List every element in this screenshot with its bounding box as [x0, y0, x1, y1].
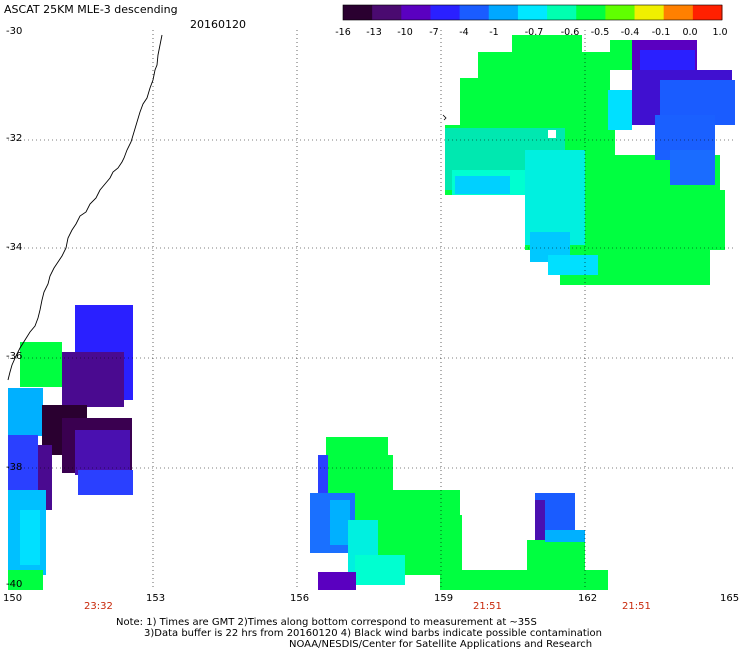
note-line-3: NOAA/NESDIS/Center for Satellite Applica… — [289, 639, 593, 650]
swath-west — [8, 305, 133, 590]
coastline — [7, 34, 163, 381]
colorbar-swatch — [692, 5, 723, 20]
colorbar-border — [342, 4, 723, 21]
cbar-label: -13 — [366, 27, 382, 38]
map-date: 20160120 — [190, 18, 246, 31]
time-label: 21:51 — [622, 601, 651, 612]
colorbar-swatch — [576, 5, 606, 20]
cbar-label: -10 — [397, 27, 413, 38]
lon-label: 150 — [3, 593, 23, 604]
swath-south — [310, 437, 608, 590]
lon-label: 165 — [720, 593, 740, 604]
lat-label: -38 — [6, 462, 23, 473]
colorbar-swatch — [401, 5, 431, 20]
cbar-label: -0.4 — [620, 27, 640, 38]
lat-label: -36 — [6, 351, 23, 362]
lat-label: -34 — [6, 242, 23, 253]
colorbar-swatch — [605, 5, 636, 20]
cbar-label: -0.7 — [524, 27, 544, 38]
lon-label: 156 — [290, 593, 310, 604]
cbar-label: -16 — [335, 27, 351, 38]
colorbar-swatch — [517, 5, 548, 20]
colorbar-swatch — [547, 5, 577, 20]
time-label: 21:51 — [473, 601, 502, 612]
map-title: ASCAT 25KM MLE-3 descending — [4, 3, 178, 16]
cbar-label: -0.5 — [590, 27, 610, 38]
cbar-label: -7 — [429, 27, 439, 38]
lat-label: -32 — [6, 133, 23, 144]
colorbar-swatch — [634, 5, 665, 20]
swath-northeast — [445, 35, 735, 285]
lon-label: 153 — [146, 593, 166, 604]
cbar-label: -1 — [489, 27, 499, 38]
lon-label: 162 — [578, 593, 598, 604]
cbar-label: 0.0 — [682, 27, 698, 38]
time-label: 23:32 — [84, 601, 113, 612]
cbar-label: -0.6 — [560, 27, 580, 38]
lat-label: -30 — [6, 26, 23, 37]
lon-label: 159 — [434, 593, 454, 604]
note-line-1: Note: 1) Times are GMT 2)Times along bot… — [116, 617, 537, 628]
cbar-label: 1.0 — [712, 27, 728, 38]
colorbar-swatch — [430, 5, 461, 20]
note-line-2: 3)Data buffer is 22 hrs from 20160120 4)… — [144, 628, 602, 639]
data-swaths — [8, 35, 735, 590]
colorbar-swatch — [372, 5, 402, 20]
colorbar — [342, 4, 723, 21]
colorbar-swatch — [343, 5, 373, 20]
grid-lines — [8, 30, 735, 590]
colorbar-swatch — [663, 5, 694, 20]
lat-label: -40 — [6, 579, 23, 590]
colorbar-swatch — [459, 5, 490, 20]
cbar-label: -0.1 — [651, 27, 671, 38]
cbar-label: -4 — [459, 27, 469, 38]
colorbar-swatch — [488, 5, 519, 20]
